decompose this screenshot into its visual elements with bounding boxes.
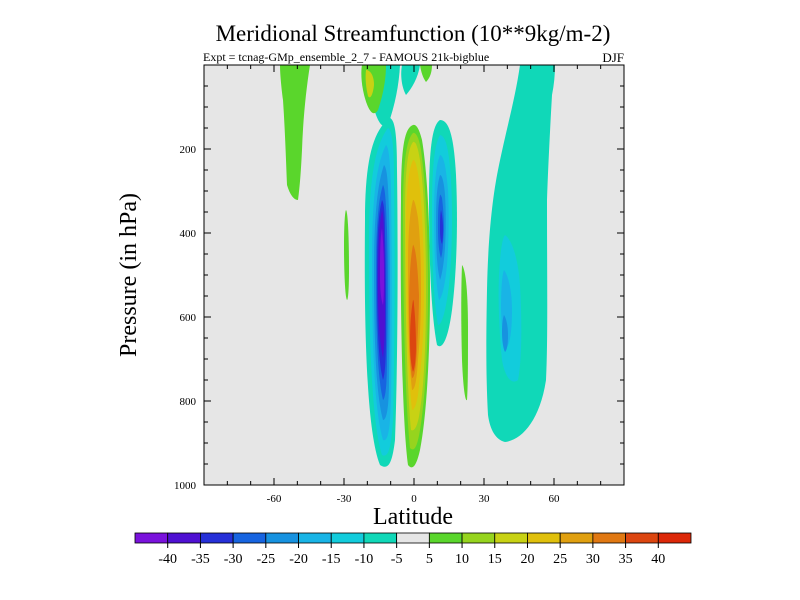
colorbar-label: 15 xyxy=(488,552,502,567)
axis-ticks xyxy=(204,65,624,486)
chart-subtitle: Expt = tcnag-GMp_ensemble_2_7 - FAMOUS 2… xyxy=(203,50,489,64)
contour-upper-band-yellow xyxy=(365,70,374,98)
contour-level--20-extratropical xyxy=(502,315,508,352)
contour-mid-right-green xyxy=(461,265,468,401)
contour-fill xyxy=(280,65,555,468)
colorbar-swatch xyxy=(396,532,430,544)
season-label: DJF xyxy=(602,50,624,65)
x-tick-label: 30 xyxy=(479,493,491,505)
colorbar-swatch xyxy=(200,532,234,544)
colorbar-swatch xyxy=(592,532,626,544)
colorbar-label: 40 xyxy=(651,552,665,567)
colorbar-swatch xyxy=(265,532,299,544)
colorbar-label: -10 xyxy=(355,552,374,567)
colorbar-label: -30 xyxy=(224,552,243,567)
colorbar-swatch xyxy=(298,532,332,544)
colorbar-swatch xyxy=(330,532,365,544)
colorbar-label: -25 xyxy=(256,552,275,567)
contour-upper-cap-green xyxy=(420,65,432,82)
y-tick-label: 1000 xyxy=(174,480,197,492)
colorbar-label: -20 xyxy=(289,552,308,567)
colorbar-swatch xyxy=(167,532,201,544)
colorbar-swatch xyxy=(461,532,496,544)
colorbar-label: -5 xyxy=(391,552,403,567)
colorbar-label: 30 xyxy=(586,552,600,567)
contour-level--30-northern xyxy=(440,210,443,244)
chart-title: Meridional Streamfunction (10**9kg/m-2) xyxy=(216,21,611,46)
axis-tick-labels: -60 -30 0 30 60 200 400 600 800 1000 xyxy=(174,144,560,505)
colorbar-label: 20 xyxy=(520,552,534,567)
colorbar-swatch xyxy=(134,532,169,544)
contour-level-35-equatorial xyxy=(410,299,416,372)
y-tick-label: 800 xyxy=(180,396,197,408)
colorbar-swatch xyxy=(494,532,528,544)
contour-upper-cap-cyan xyxy=(401,65,420,95)
x-tick-label: 0 xyxy=(411,493,417,505)
colorbar-swatch xyxy=(363,532,398,544)
x-tick-label: -30 xyxy=(337,493,352,505)
colorbar-label: -40 xyxy=(158,552,177,567)
contour-mid-left-green xyxy=(344,210,349,300)
colorbar-label: 25 xyxy=(553,552,567,567)
colorbar-label: 5 xyxy=(426,552,433,567)
colorbar-swatch xyxy=(657,532,692,544)
colorbar-swatch xyxy=(428,532,463,544)
colorbar xyxy=(134,532,692,548)
x-tick-label: 60 xyxy=(549,493,561,505)
colorbar-label: -15 xyxy=(322,552,341,567)
colorbar-label: 10 xyxy=(455,552,469,567)
colorbar-labels: -40 -35 -30 -25 -20 -15 -10 -5 5 10 15 20 25 30 35 40 xyxy=(158,552,665,567)
colorbar-swatch xyxy=(527,532,561,544)
x-axis-title: Latitude xyxy=(373,504,453,530)
contour-left-high-green xyxy=(280,65,310,200)
colorbar-swatch xyxy=(559,532,594,544)
y-tick-label: 400 xyxy=(180,228,197,240)
contour-level--40-southern xyxy=(380,228,384,305)
colorbar-swatch xyxy=(625,532,659,544)
colorbar-label: 35 xyxy=(619,552,633,567)
x-tick-label: -60 xyxy=(267,493,282,505)
y-tick-label: 200 xyxy=(180,144,197,156)
colorbar-swatch xyxy=(232,532,267,544)
y-axis-title: Pressure (in hPa) xyxy=(116,193,142,357)
colorbar-label: -35 xyxy=(191,552,210,567)
y-tick-label: 600 xyxy=(180,312,197,324)
